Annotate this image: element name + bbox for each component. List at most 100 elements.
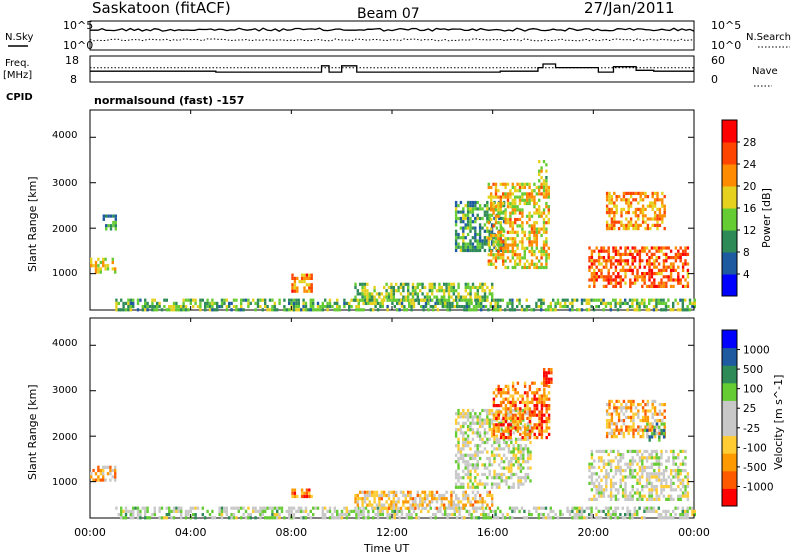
velocity-cell [651, 412, 654, 416]
power-cell [172, 301, 176, 305]
power-cell [256, 301, 260, 305]
power-cell [686, 262, 690, 266]
velocity-cell [366, 490, 369, 494]
velocity-cell [454, 476, 458, 480]
velocity-cell [655, 509, 658, 513]
velocity-cell [92, 468, 95, 473]
velocity-cell [625, 406, 628, 410]
velocity-cell [622, 435, 626, 439]
power-cell [640, 301, 644, 305]
power-cell [511, 246, 514, 250]
velocity-cell [667, 485, 670, 489]
velocity-cell [516, 391, 520, 395]
power-cell [662, 284, 666, 288]
velocity-cell [469, 456, 472, 461]
power-cell [187, 298, 190, 302]
power-cell [528, 214, 531, 218]
velocity-cell [457, 444, 460, 448]
velocity-cell [531, 397, 534, 401]
velocity-cell [443, 497, 446, 501]
velocity-cell [466, 434, 470, 438]
velocity-cell [520, 506, 524, 510]
power-cell [216, 305, 219, 309]
power-cell [506, 256, 510, 260]
velocity-cell [223, 506, 226, 510]
power-cell [624, 281, 627, 285]
velocity-cell [308, 488, 311, 492]
power-cell [476, 200, 479, 205]
velocity-cell [617, 465, 620, 469]
velocity-cell [595, 497, 598, 501]
velocity-cell [499, 509, 502, 513]
power-cell [481, 282, 484, 286]
power-cell [509, 195, 512, 199]
velocity-cell [583, 509, 586, 513]
power-cell [292, 301, 296, 305]
power-cell [629, 204, 633, 208]
velocity-cell [259, 513, 262, 517]
power-cell [293, 283, 297, 287]
velocity-cell [622, 422, 626, 426]
velocity-cell [504, 416, 508, 420]
velocity-cell [684, 494, 687, 498]
power-cell [669, 308, 672, 312]
velocity-cell [400, 509, 404, 513]
power-cell [308, 289, 311, 293]
velocity-cell [492, 423, 496, 427]
velocity-cell [508, 516, 512, 520]
power-cell [625, 223, 628, 227]
power-cell [595, 298, 598, 302]
power-cell [288, 301, 291, 305]
power-cell [494, 182, 498, 186]
power-cell [608, 223, 611, 227]
velocity-cell [511, 384, 515, 388]
power-cell [625, 211, 628, 215]
power-cell [613, 227, 616, 231]
velocity-cell [336, 516, 339, 520]
velocity-cell [498, 447, 501, 451]
velocity-cell [361, 490, 364, 494]
velocity-cell [576, 513, 579, 517]
velocity-cell [641, 488, 644, 492]
power-cell [404, 282, 407, 286]
velocity-cell [489, 516, 492, 520]
power-cell [345, 301, 348, 305]
velocity-cell [633, 509, 636, 513]
power-cell [487, 195, 490, 199]
power-cell [314, 308, 317, 312]
power-cell [483, 223, 487, 227]
power-cell [677, 272, 680, 276]
velocity-cell [474, 485, 477, 489]
power-cell [514, 249, 517, 254]
power-cell [521, 243, 524, 247]
velocity-cell [543, 380, 546, 384]
velocity-cell [498, 463, 501, 467]
power-cell [545, 192, 548, 196]
velocity-cell [111, 468, 114, 473]
velocity-cell [609, 513, 612, 517]
power-cell [511, 201, 514, 206]
power-cell [303, 289, 306, 293]
velocity-cell [533, 413, 536, 417]
velocity-cell [593, 472, 596, 476]
velocity-cell [474, 421, 477, 425]
velocity-cell [495, 437, 499, 441]
velocity-cell [686, 506, 689, 510]
power-cell [115, 308, 118, 312]
power-cell [492, 208, 495, 212]
power-cell [431, 292, 434, 296]
power-cell [361, 298, 364, 302]
power-cell [463, 305, 466, 309]
power-cell [506, 217, 510, 222]
velocity-cell [650, 449, 654, 453]
velocity-cell [180, 509, 183, 513]
velocity-cell [629, 497, 632, 501]
power-cell [400, 301, 404, 305]
velocity-colorbar-swatch [722, 435, 737, 454]
power-cell [491, 285, 494, 290]
velocity-cell [543, 377, 546, 381]
velocity-cell [517, 479, 520, 483]
velocity-cell [483, 421, 487, 425]
velocity-cell [464, 453, 467, 457]
velocity-cell [535, 413, 539, 417]
